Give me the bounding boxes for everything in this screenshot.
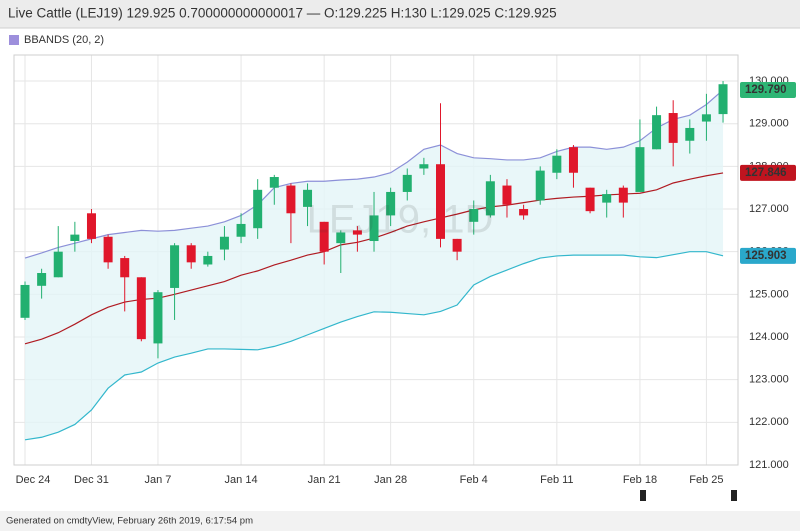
candle-body [37, 273, 47, 286]
candle-body [419, 164, 429, 169]
price-label: 127.846 [745, 167, 787, 179]
candle-body [386, 191, 396, 216]
candle-body [618, 187, 628, 203]
candle-body [718, 84, 728, 115]
candle-body [136, 277, 146, 340]
price-label-box [740, 247, 796, 264]
footer: Generated on cmdtyView, February 26th 20… [6, 516, 253, 527]
candle-body [535, 170, 545, 201]
candle-body [519, 209, 529, 216]
candle-body [552, 155, 562, 173]
price-label: 125.903 [745, 250, 787, 262]
x-tick-label: Jan 21 [308, 474, 341, 486]
header-bar [0, 0, 800, 28]
candle-body [585, 187, 595, 212]
candle-body [219, 236, 229, 250]
candle-body [153, 292, 163, 344]
candle-body [286, 185, 296, 214]
candle-body [120, 258, 130, 278]
candle-body [70, 234, 80, 242]
scroll-handle[interactable] [640, 490, 646, 501]
x-tick-label: Feb 4 [460, 474, 488, 486]
candle-body [103, 236, 113, 263]
candle-body [635, 147, 645, 192]
candle-body [685, 127, 695, 141]
x-tick-label: Feb 11 [540, 474, 573, 486]
x-tick-label: Dec 31 [74, 474, 109, 486]
watermark: LEJ19, 1D [307, 198, 494, 242]
candle-body [436, 164, 445, 239]
candle-body [602, 194, 612, 203]
x-tick-label: Jan 28 [374, 474, 407, 486]
candle-body [402, 174, 412, 192]
legend-label: BBANDS (20, 2) [24, 34, 104, 46]
candle-body [319, 221, 329, 252]
y-tick-label: 127.000 [749, 203, 789, 215]
candle-body [336, 232, 346, 244]
candle-body [53, 251, 63, 278]
x-tick-label: Jan 7 [144, 474, 171, 486]
candle-body [303, 189, 313, 207]
y-tick-label: 125.000 [749, 288, 789, 300]
band-line [24, 251, 724, 441]
plot-area [14, 55, 738, 466]
candle-body [170, 245, 180, 288]
candle-body [502, 185, 512, 205]
y-tick-label: 129.000 [749, 118, 789, 130]
x-tick-label: Jan 14 [225, 474, 258, 486]
band-fill [25, 89, 724, 440]
candle-body [86, 213, 96, 239]
candle-body [668, 113, 678, 143]
candle-body [203, 255, 213, 265]
candle-body [701, 114, 711, 122]
candle-body [352, 230, 362, 235]
y-tick-label: 124.000 [749, 331, 789, 343]
candle-body [186, 245, 196, 263]
x-tick-label: Dec 24 [16, 474, 51, 486]
candle-body [452, 238, 462, 252]
candle-body [485, 181, 495, 216]
candle-body [20, 284, 30, 318]
price-label-box [740, 81, 796, 98]
price-label-box [740, 164, 796, 181]
candle-body [369, 215, 379, 242]
candle-body [269, 177, 279, 188]
x-tick-label: Feb 18 [623, 474, 657, 486]
y-tick-label: 122.000 [749, 416, 789, 428]
x-tick-label: Feb 25 [689, 474, 723, 486]
candle-body [469, 209, 479, 222]
candle-body [253, 189, 263, 229]
y-tick-label: 121.000 [749, 459, 789, 471]
plot-border [13, 54, 739, 466]
candle-body [652, 115, 662, 150]
y-tick-label: 123.000 [749, 374, 789, 386]
price-label: 129.790 [745, 84, 787, 96]
legend-swatch [9, 35, 19, 45]
footer-bar [0, 511, 800, 531]
candle-body [236, 223, 246, 237]
chart-title: Live Cattle (LEJ19) 129.925 0.7000000000… [8, 6, 557, 21]
band-line [24, 89, 724, 259]
scroll-handle[interactable] [731, 490, 737, 501]
candle-body [568, 147, 578, 173]
